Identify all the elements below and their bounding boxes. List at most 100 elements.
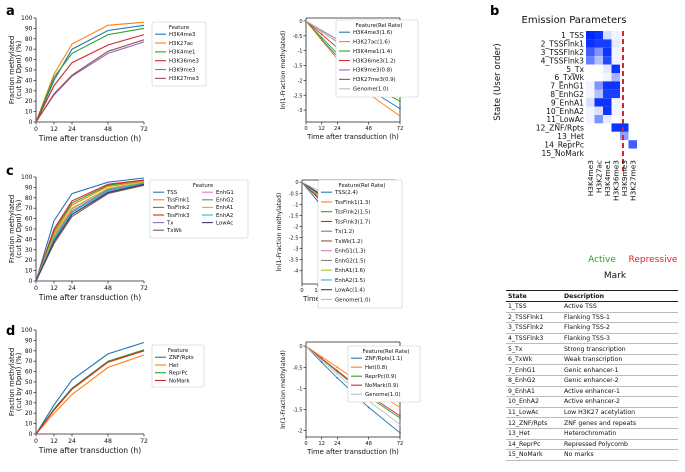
x-axis-label: Time after transduction (h) xyxy=(38,134,141,143)
y-tick-label: -1 xyxy=(298,49,303,55)
table-row: 3_TSSFlnk2 Flanking TSS-2 xyxy=(506,322,678,334)
table-cell-description: Active enhancer-2 xyxy=(562,396,678,408)
legend-entry: H3K4me1 xyxy=(169,50,195,56)
heatmap-cell xyxy=(620,47,629,57)
data-point xyxy=(399,417,401,419)
table-row: 2_TSSFlnk1 Flanking TSS-1 xyxy=(506,312,678,324)
legend-entry: H3K27ac(1.6) xyxy=(353,39,390,45)
heatmap-cell xyxy=(611,106,620,115)
x-axis-label: Time after transduction (h) xyxy=(306,448,399,456)
x-tick-label: 48 xyxy=(104,126,112,133)
heatmap-cell xyxy=(628,123,637,132)
x-tick-label: 24 xyxy=(68,438,76,445)
legend-entry: Genome(1.0) xyxy=(335,297,371,303)
legend-entry: EnhG2 xyxy=(216,198,234,204)
heatmap-cell xyxy=(594,115,603,124)
heatmap-row-label: 9_EnhA1 xyxy=(551,98,584,107)
legend-entry: ReprPc(0.9) xyxy=(365,374,396,380)
heatmap-cell xyxy=(628,140,637,149)
legend-title: Feature xyxy=(169,25,190,31)
legend-entry: EnhA2 xyxy=(216,213,233,219)
x-tick-label: 48 xyxy=(104,285,112,292)
table-cell-state: 8_EnhG2 xyxy=(506,375,562,387)
table-cell-description: Genic enhancer-1 xyxy=(562,364,678,377)
table-cell-state: 15_NoMark xyxy=(506,449,562,461)
heatmap-col-label: H3K36me3 xyxy=(611,160,620,201)
heatmap-cell xyxy=(620,31,629,40)
y-tick-label: 30 xyxy=(25,247,33,254)
table-cell-description: Genic enhancer-2 xyxy=(562,375,678,387)
heatmap-cell xyxy=(594,123,603,132)
y-tick-label: 10 xyxy=(25,109,33,116)
table-row: 14_ReprPc Repressed Polycomb xyxy=(506,439,678,451)
heatmap-cell xyxy=(628,47,637,57)
y-axis-label: Fraction methylated xyxy=(8,348,16,416)
legend-box xyxy=(151,344,205,388)
y-axis-label: Fraction methylated xyxy=(8,36,16,104)
y-tick-label: 0 xyxy=(299,344,302,350)
y-axis-label: ln(1-Fraction methylated) xyxy=(276,193,283,272)
x-tick-label: 24 xyxy=(334,126,341,132)
x-tick-label: 48 xyxy=(365,126,372,132)
legend-entry: TxWk xyxy=(166,228,183,234)
y-tick-label: 80 xyxy=(25,348,33,355)
heatmap-cell xyxy=(603,123,612,132)
heatmap-cell xyxy=(603,31,612,40)
table-row: 15_NoMark No marks xyxy=(506,449,678,461)
heatmap-cell xyxy=(586,115,595,124)
y-tick-label: -1.5 xyxy=(289,213,299,219)
y-tick-label: 70 xyxy=(25,46,33,53)
table-header-description: Description xyxy=(562,290,678,302)
table-row: 11_LowAc Low H3K27 acetylation xyxy=(506,407,678,419)
heatmap-cell xyxy=(594,140,603,149)
y-tick-label: -2 xyxy=(294,224,299,230)
heatmap-cell xyxy=(611,115,620,124)
y-tick-label: 100 xyxy=(21,327,33,334)
y-tick-label: -3 xyxy=(298,108,303,114)
heatmap-cell xyxy=(611,89,620,99)
heatmap-cell xyxy=(594,31,603,40)
table-cell-state: 6_TxWk xyxy=(506,354,562,366)
x-tick-label: 72 xyxy=(397,441,404,447)
heatmap-cell xyxy=(603,106,612,115)
data-point xyxy=(336,369,339,372)
legend-entry: H3K4me3 xyxy=(169,32,195,38)
heatmap-cell xyxy=(611,123,620,132)
heatmap-cell xyxy=(594,89,603,99)
table-cell-state: 1_TSS xyxy=(506,301,562,313)
heatmap-cell xyxy=(586,148,595,157)
legend-entry: H3K27me3 xyxy=(169,76,199,82)
heatmap-x-label: Mark xyxy=(604,271,627,281)
y-tick-label: 0 xyxy=(29,278,33,285)
series-line-h3k36me3 xyxy=(35,34,145,123)
legend-entry: TssFlnk1(1.3) xyxy=(334,200,370,206)
heatmap-cell xyxy=(603,47,612,57)
heatmap-cell xyxy=(594,81,603,90)
y-tick-label: 50 xyxy=(25,379,33,386)
x-tick-label: 12 xyxy=(50,285,58,292)
heatmap-row-label: 15_NoMark xyxy=(541,149,584,158)
table-cell-state: 14_ReprPc xyxy=(506,439,562,451)
y-tick-label: -4 xyxy=(294,269,299,275)
state-description-table: State Description 1_TSS Active TSS 2_TSSFl… xyxy=(506,290,678,461)
table-cell-state: 12_ZNF/Rpts xyxy=(506,417,562,429)
heatmap-cell xyxy=(586,64,595,73)
y-axis-label: Fraction methylated xyxy=(8,195,16,263)
y-tick-label: 80 xyxy=(25,36,33,43)
heatmap-cell xyxy=(611,73,620,82)
table-cell-description: Flanking TSS-3 xyxy=(562,333,678,345)
table-cell-description: Weak transcription xyxy=(562,354,678,366)
heatmap-cell xyxy=(620,39,629,48)
heatmap-cell xyxy=(586,73,595,82)
heatmap-cell xyxy=(611,39,620,48)
heatmap-cell xyxy=(628,98,637,107)
x-tick-label: 0 xyxy=(34,285,38,292)
x-tick-label: 12 xyxy=(314,288,321,294)
y-tick-label: 60 xyxy=(25,216,33,223)
y-axis-label: (cut by DpnI) (%) xyxy=(15,352,23,411)
heatmap-cell xyxy=(628,56,637,65)
table-cell-description: Active enhancer-1 xyxy=(562,386,678,398)
heatmap-col-label: H3K9me3 xyxy=(620,160,629,197)
heatmap-row-label: 11_LowAc xyxy=(546,115,584,124)
